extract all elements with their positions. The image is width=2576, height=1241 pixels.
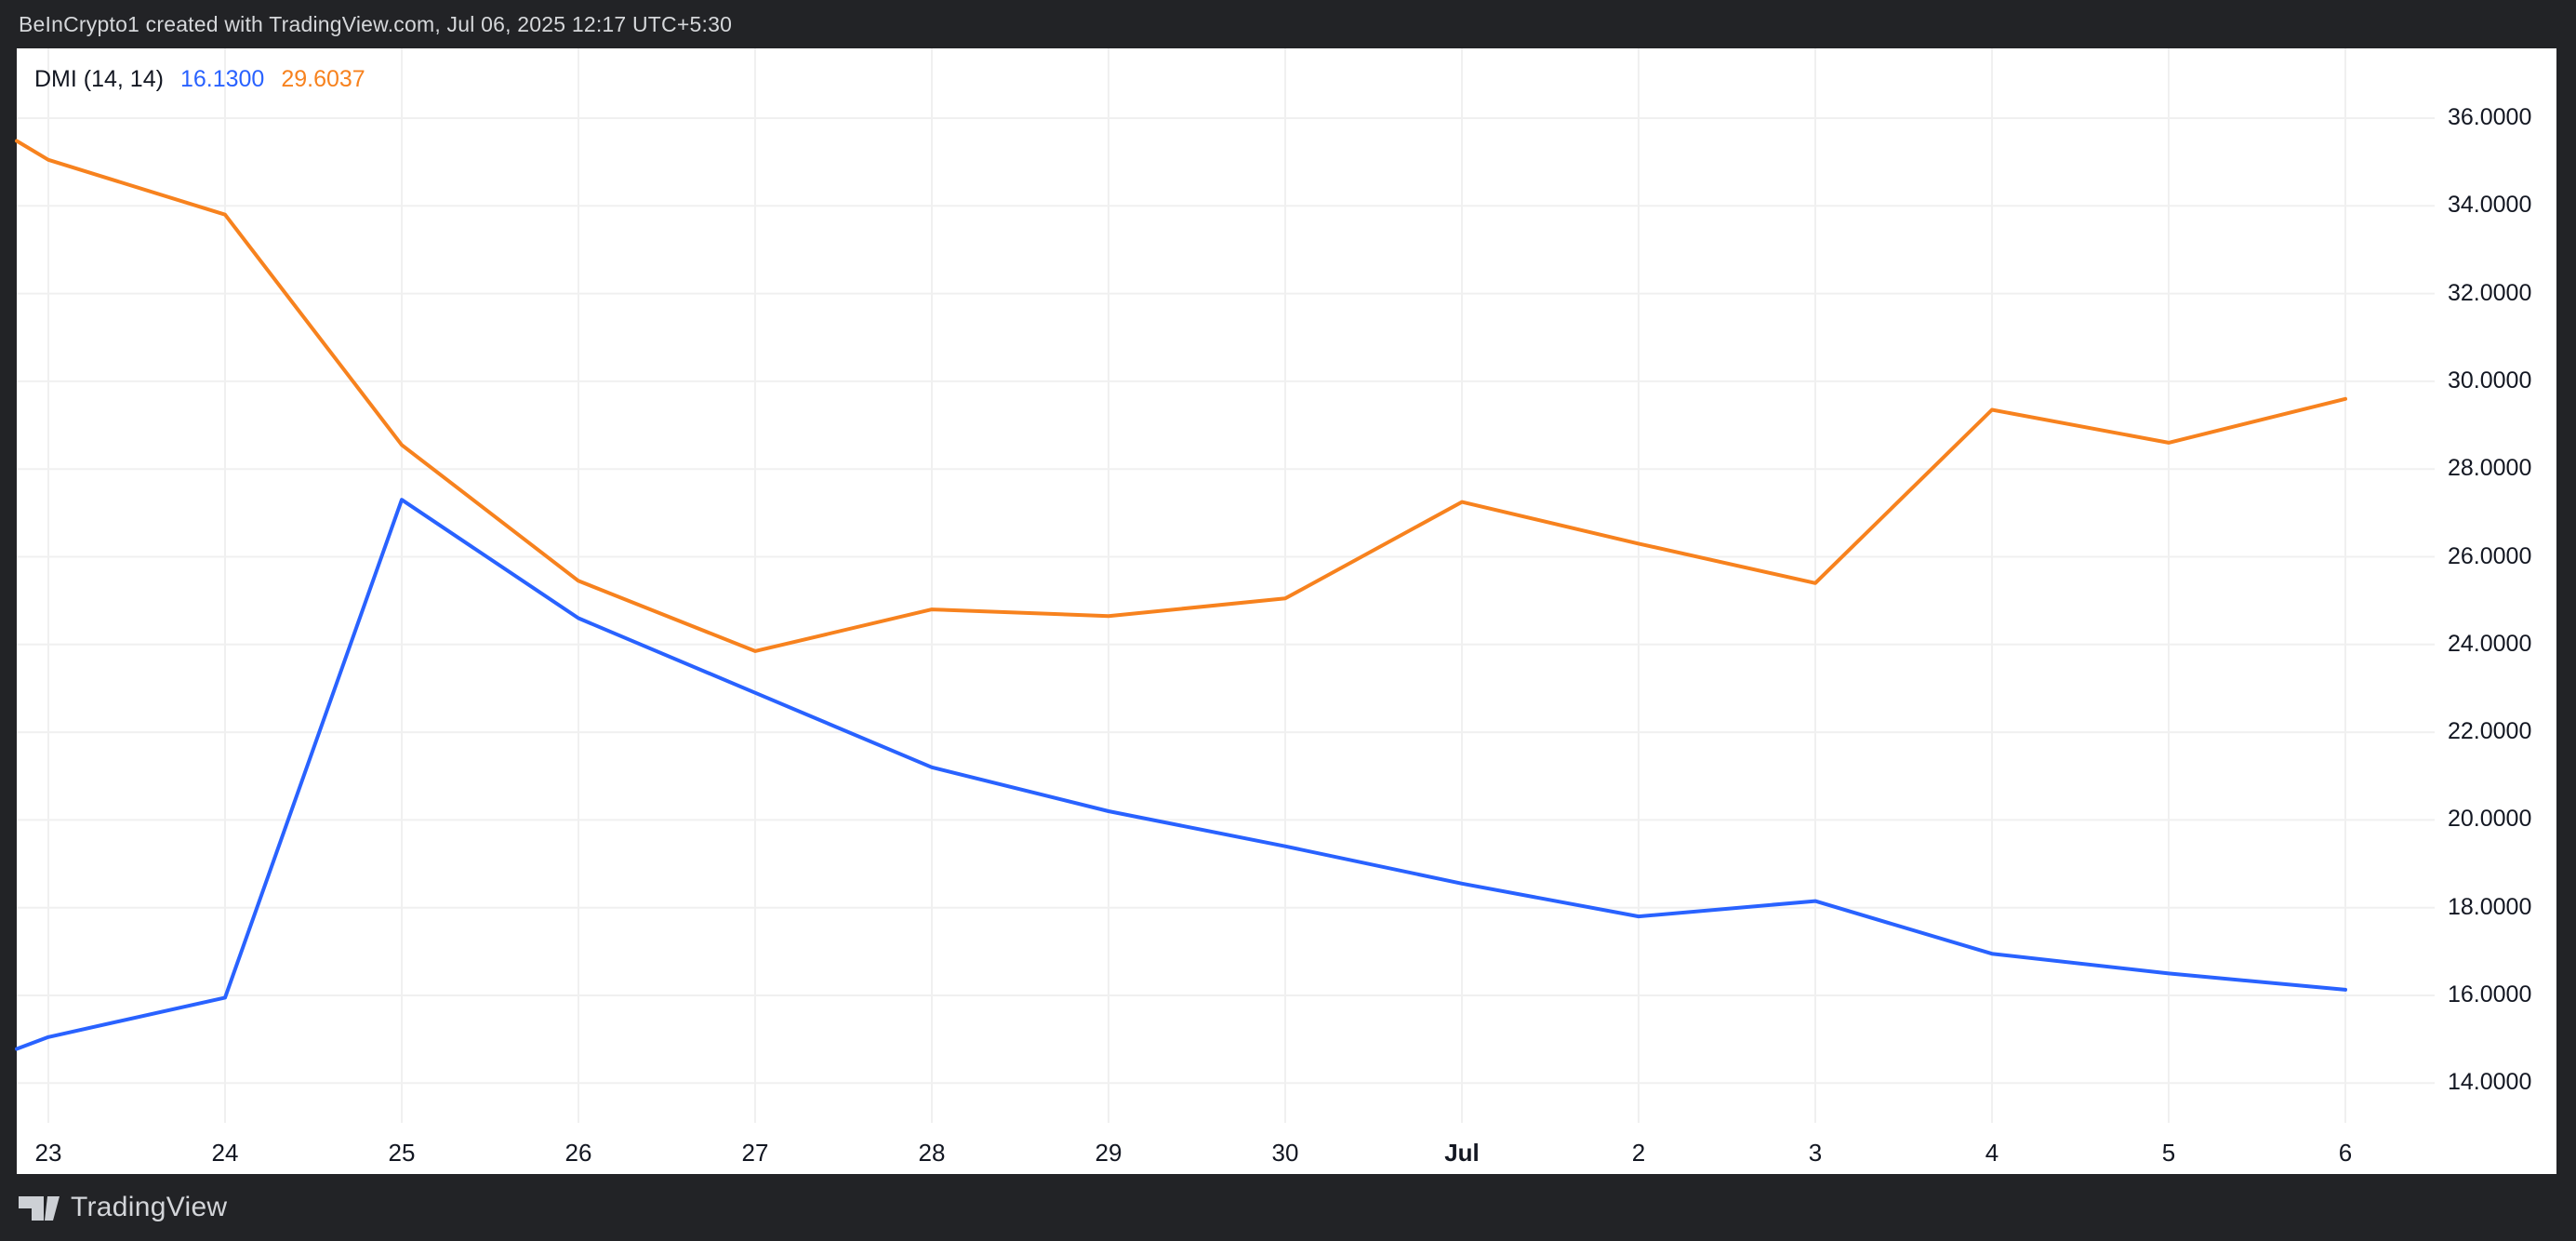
plus-di-value: 16.1300 <box>179 66 265 92</box>
indicator-legend: DMI (14, 14) 16.1300 29.6037 <box>34 66 365 93</box>
tradingview-brand-label[interactable]: TradingView <box>71 1192 228 1222</box>
snapshot-title: BeInCrypto1 created with TradingView.com… <box>19 11 733 36</box>
minus-di-value: 29.6037 <box>281 66 365 92</box>
plus-di-line <box>15 498 2347 1051</box>
tradingview-logo-icon[interactable] <box>18 1189 60 1226</box>
snapshot-title-bar: BeInCrypto1 created with TradingView.com… <box>0 0 2576 48</box>
snapshot-footer: TradingView <box>0 1174 2576 1241</box>
grid <box>17 48 2435 1123</box>
chart-panel <box>17 48 2556 1174</box>
minus-di-line <box>15 139 2347 653</box>
indicator-name: DMI (14, 14) <box>34 66 164 92</box>
